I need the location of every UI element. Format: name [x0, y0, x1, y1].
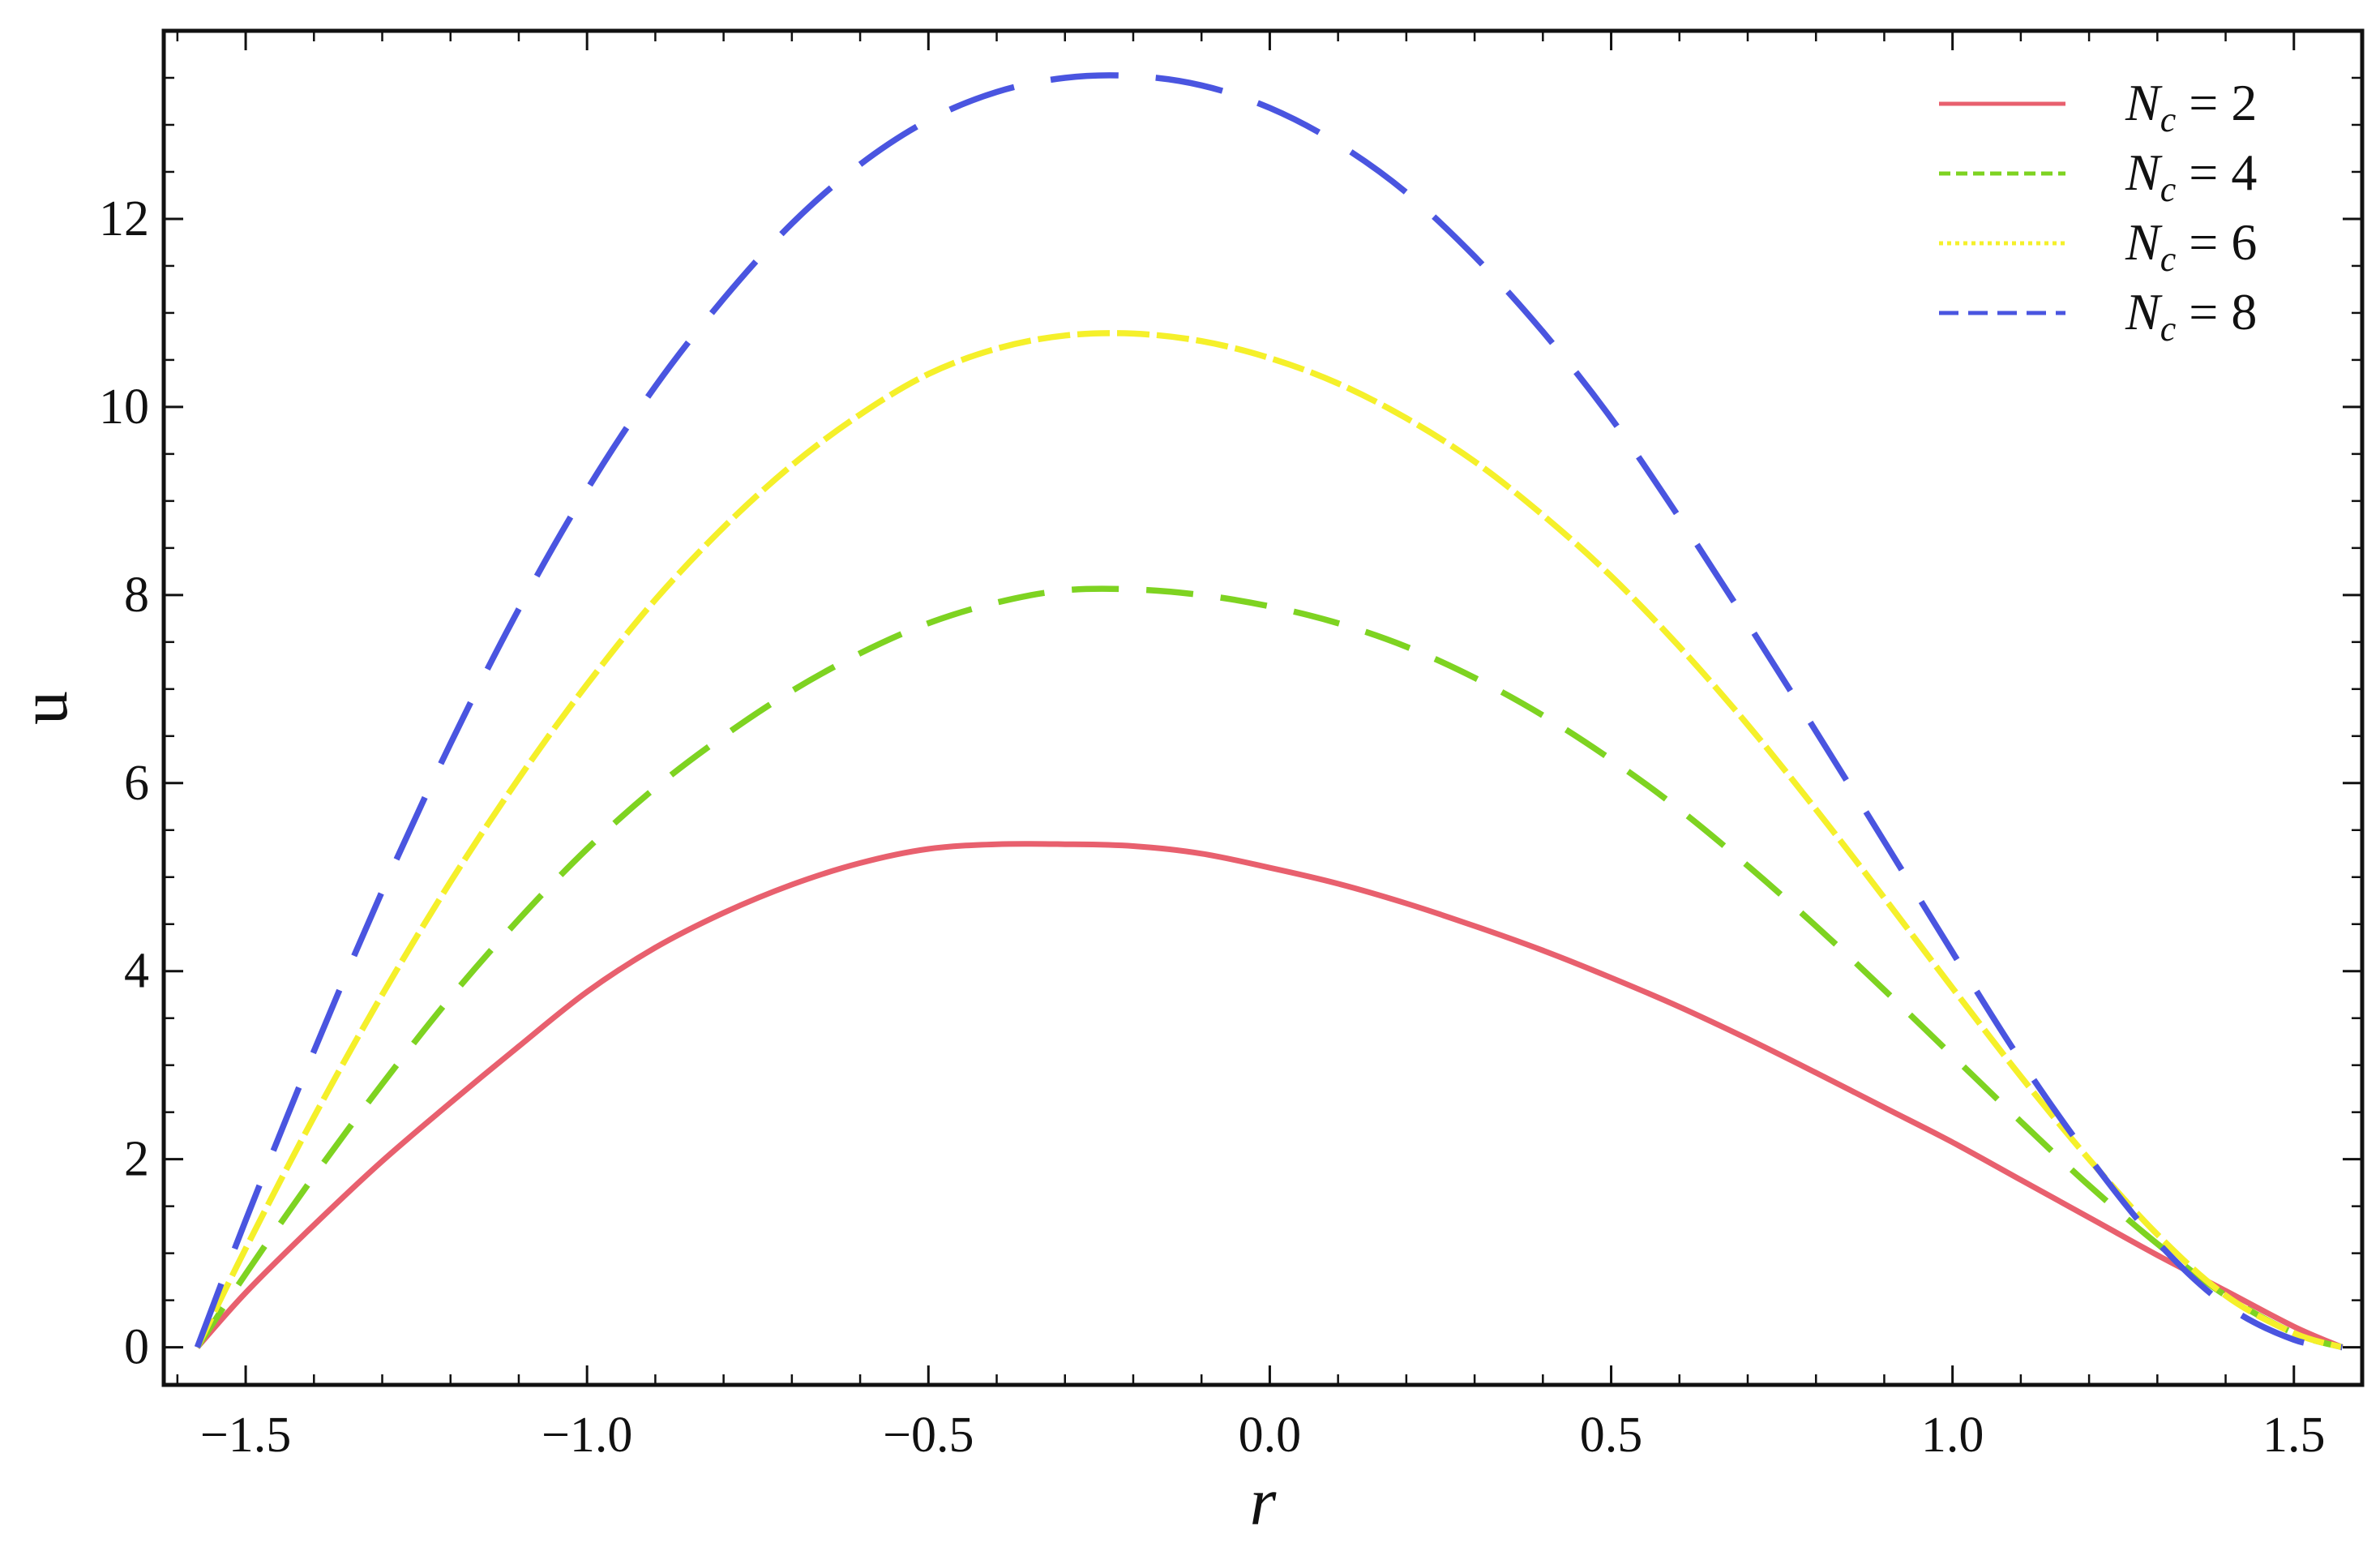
- legend-label: Nc = 4: [2125, 144, 2257, 209]
- legend-label: Nc = 6: [2125, 213, 2257, 279]
- x-tick-label: −1.0: [541, 1408, 632, 1463]
- plot-frame: [161, 28, 2365, 1387]
- legend: Nc = 2Nc = 4Nc = 6Nc = 8: [1939, 74, 2257, 349]
- y-tick-label: 10: [99, 379, 149, 435]
- series-layer: [194, 72, 2344, 1351]
- y-tick-label: 6: [124, 756, 149, 811]
- legend-item-nc-4: Nc = 4: [1939, 144, 2257, 209]
- x-tick-label: 0.5: [1580, 1408, 1643, 1463]
- y-tick-label: 8: [124, 568, 149, 623]
- y-tick-label: 0: [124, 1320, 149, 1375]
- legend-label: Nc = 2: [2125, 74, 2257, 139]
- y-tick-label: 2: [124, 1132, 149, 1187]
- legend-item-nc-2: Nc = 2: [1939, 74, 2257, 139]
- series-line-nc-4: [195, 585, 2344, 1351]
- series-line-nc-8: [194, 72, 2343, 1351]
- y-tick-label: 12: [99, 191, 149, 246]
- y-tick-label: 4: [124, 944, 149, 999]
- series-line-nc-2: [195, 841, 2344, 1350]
- legend-item-nc-8: Nc = 8: [1939, 283, 2257, 349]
- legend-label: Nc = 8: [2125, 283, 2257, 349]
- ticks-layer: −1.5 −1.0 −0.5 0.0 0.5 1.0 1.5 0 2 4 6 8 10 12: [99, 31, 2364, 1463]
- x-axis-title: r: [1250, 1464, 1277, 1540]
- y-axis-title: u: [6, 691, 82, 725]
- x-tick-label: 1.5: [2262, 1408, 2326, 1463]
- x-tick-label: 0.0: [1239, 1408, 1302, 1463]
- legend-item-nc-6: Nc = 6: [1939, 213, 2257, 279]
- x-tick-label: −0.5: [883, 1408, 974, 1463]
- x-tick-label: −1.5: [200, 1408, 291, 1463]
- x-tick-label: 1.0: [1921, 1408, 1984, 1463]
- series-line-nc-6: [195, 330, 2344, 1351]
